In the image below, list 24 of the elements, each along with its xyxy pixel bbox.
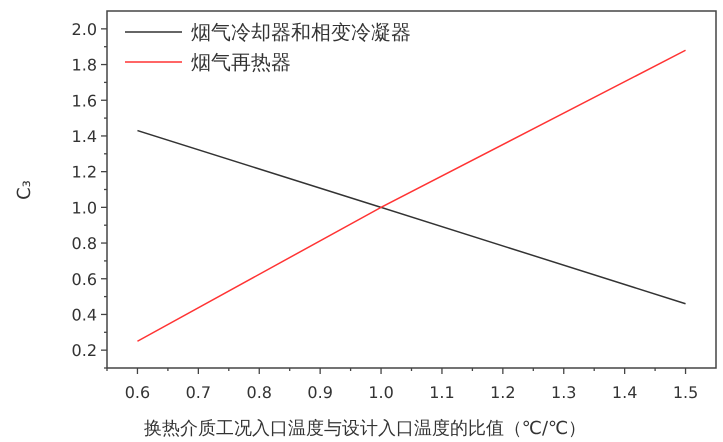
y-tick-label: 1.4 (72, 126, 97, 146)
x-tick-label: 1.1 (429, 383, 455, 402)
y-tick-label: 1.0 (72, 198, 97, 218)
y-tick-label: 1.6 (72, 91, 97, 110)
x-tick-label: 0.7 (186, 383, 212, 402)
y-tick-label: 1.2 (72, 162, 97, 182)
y-axis-title: C₃ (14, 180, 35, 200)
x-tick-label: 1.2 (490, 383, 516, 402)
y-tick-label: 0.6 (72, 270, 97, 289)
legend-label: 烟气再热器 (191, 50, 291, 74)
x-tick-label: 0.6 (124, 383, 150, 402)
x-tick-label: 1.4 (612, 383, 638, 402)
x-tick-label: 0.9 (307, 383, 333, 402)
y-tick-label: 0.2 (72, 341, 97, 360)
y-tick-label: 1.8 (72, 56, 97, 75)
x-tick-label: 1.0 (368, 383, 394, 402)
x-axis-title: 换热介质工况入口温度与设计入口温度的比值（℃/℃） (144, 418, 586, 439)
y-tick-label: 0.4 (72, 305, 97, 324)
legend-label: 烟气冷却器和相变冷凝器 (191, 20, 411, 44)
x-tick-label: 1.3 (551, 383, 576, 402)
y-tick-label: 2.0 (72, 20, 97, 39)
y-tick-label: 0.8 (72, 234, 97, 254)
x-tick-label: 1.5 (672, 383, 698, 402)
x-tick-label: 0.8 (246, 383, 272, 402)
